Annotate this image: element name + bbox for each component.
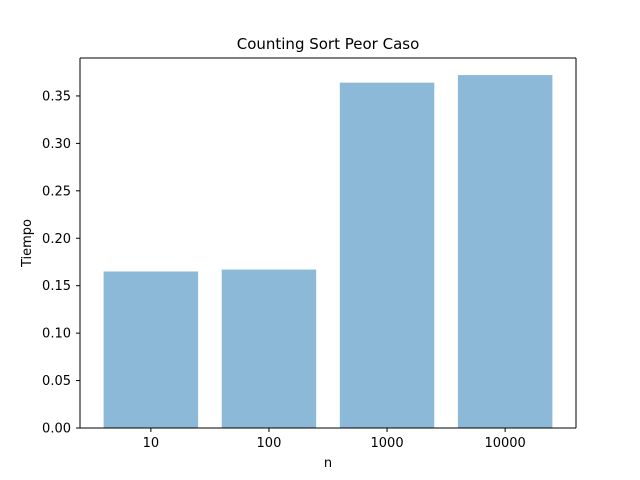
bar-10000 <box>457 75 553 429</box>
chart-title: Counting Sort Peor Caso <box>237 35 420 53</box>
y-axis-ticks: 0.00 0.05 0.10 0.15 0.20 0.25 0.30 0.35 <box>42 89 80 437</box>
y-tick-label: 0.05 <box>42 374 71 389</box>
axes-frame <box>79 57 577 429</box>
x-axis-label: n <box>324 456 332 471</box>
y-tick-label: 0.20 <box>42 232 71 247</box>
bar-10 <box>103 271 199 428</box>
bar-100 <box>221 269 317 428</box>
y-tick-label: 0.15 <box>42 279 71 294</box>
x-axis-ticks: 10 100 1000 10000 <box>143 428 526 451</box>
x-tick-label: 10 <box>143 436 160 451</box>
y-tick-label: 0.10 <box>42 327 71 342</box>
x-tick-label: 100 <box>257 436 282 451</box>
x-tick-label: 10000 <box>484 436 525 451</box>
bar-1000 <box>339 82 435 429</box>
y-axis-label: Tiempo <box>20 219 35 268</box>
y-tick-label: 0.30 <box>42 137 71 152</box>
bars-group <box>103 75 553 429</box>
y-tick-label: 0.00 <box>42 422 71 437</box>
y-tick-label: 0.25 <box>42 184 71 199</box>
x-tick-label: 1000 <box>371 436 404 451</box>
y-tick-label: 0.35 <box>42 89 71 104</box>
